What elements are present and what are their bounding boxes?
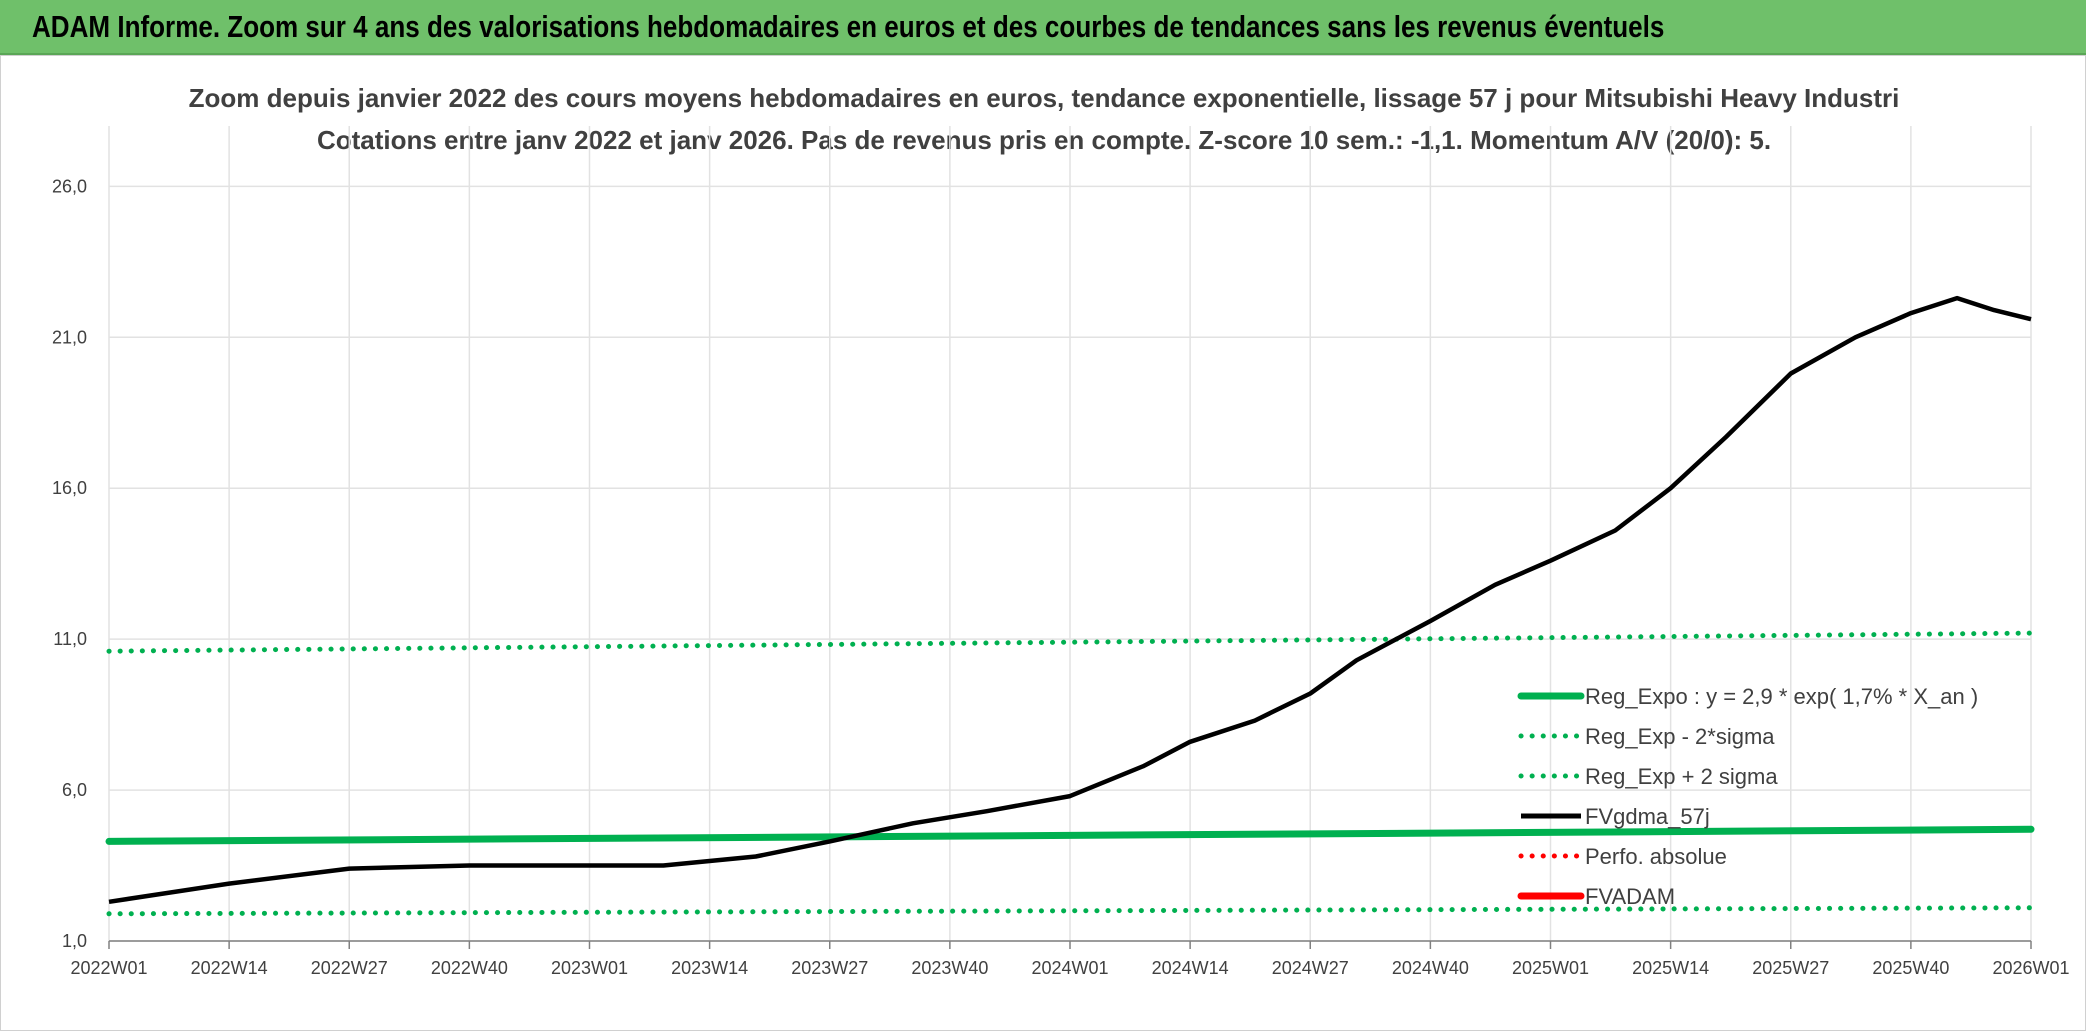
series-line-1: [106, 905, 2034, 917]
header-bar: ADAM Informe. Zoom sur 4 ans des valoris…: [0, 0, 2086, 55]
y-axis: 1,0 6,0 11,0 16,0 21,0 26,0: [52, 176, 87, 951]
x-tick-label: 2022W40: [431, 958, 508, 978]
x-axis: 2022W01 2022W14 2022W27 2022W40 2023W01 2023W…: [70, 940, 2070, 978]
series-layer: [105, 295, 2035, 917]
header-title: ADAM Informe. Zoom sur 4 ans des valoris…: [32, 9, 1665, 44]
x-tick-label: 2025W40: [1872, 958, 1949, 978]
x-tick-label: 2024W27: [1272, 958, 1349, 978]
x-tick-label: 2024W40: [1392, 958, 1469, 978]
y-tick-label: 16,0: [52, 478, 87, 498]
chart: Zoom depuis janvier 2022 des cours moyen…: [52, 83, 2070, 978]
x-tick-label: 2023W40: [911, 958, 988, 978]
legend-label-5: FVADAM: [1585, 884, 1675, 909]
x-tick-label: 2022W27: [311, 958, 388, 978]
x-tick-label: 2024W01: [1031, 958, 1108, 978]
x-tick-label: 2023W01: [551, 958, 628, 978]
x-tick-label: 2023W27: [791, 958, 868, 978]
chart-frame: Zoom depuis janvier 2022 des cours moyen…: [0, 55, 2086, 1031]
series-line-3: [108, 295, 2032, 905]
y-tick-label: 6,0: [62, 780, 87, 800]
x-tick-label: 2024W14: [1152, 958, 1229, 978]
x-tick-label: 2022W01: [70, 958, 147, 978]
y-tick-label: 1,0: [62, 931, 87, 951]
chart-subtitle: Cotations entre janv 2022 et janv 2026. …: [317, 125, 1771, 155]
y-tick-label: 11,0: [53, 629, 87, 649]
legend-label-4: Perfo. absolue: [1585, 844, 1727, 869]
y-tick-label: 21,0: [52, 327, 87, 347]
legend-label-2: Reg_Exp + 2 sigma: [1585, 764, 1778, 789]
x-tick-label: 2025W01: [1512, 958, 1589, 978]
x-tick-label: 2026W01: [1992, 958, 2069, 978]
legend-label-0: Reg_Expo : y = 2,9 * exp( 1,7% * X_an ): [1585, 684, 1978, 709]
legend-label-1: Reg_Exp - 2*sigma: [1585, 724, 1775, 749]
grid: [108, 126, 2032, 942]
legend-label-3: FVgdma_57j: [1585, 804, 1710, 829]
series-line-0: [105, 825, 2035, 845]
chart-title: Zoom depuis janvier 2022 des cours moyen…: [189, 83, 1900, 113]
y-tick-label: 26,0: [52, 176, 87, 196]
x-tick-label: 2025W14: [1632, 958, 1709, 978]
x-tick-label: 2023W14: [671, 958, 748, 978]
legend: Reg_Expo : y = 2,9 * exp( 1,7% * X_an ) R…: [1517, 684, 1978, 909]
x-tick-label: 2025W27: [1752, 958, 1829, 978]
series-line-2: [106, 630, 2034, 654]
x-tick-label: 2022W14: [191, 958, 268, 978]
